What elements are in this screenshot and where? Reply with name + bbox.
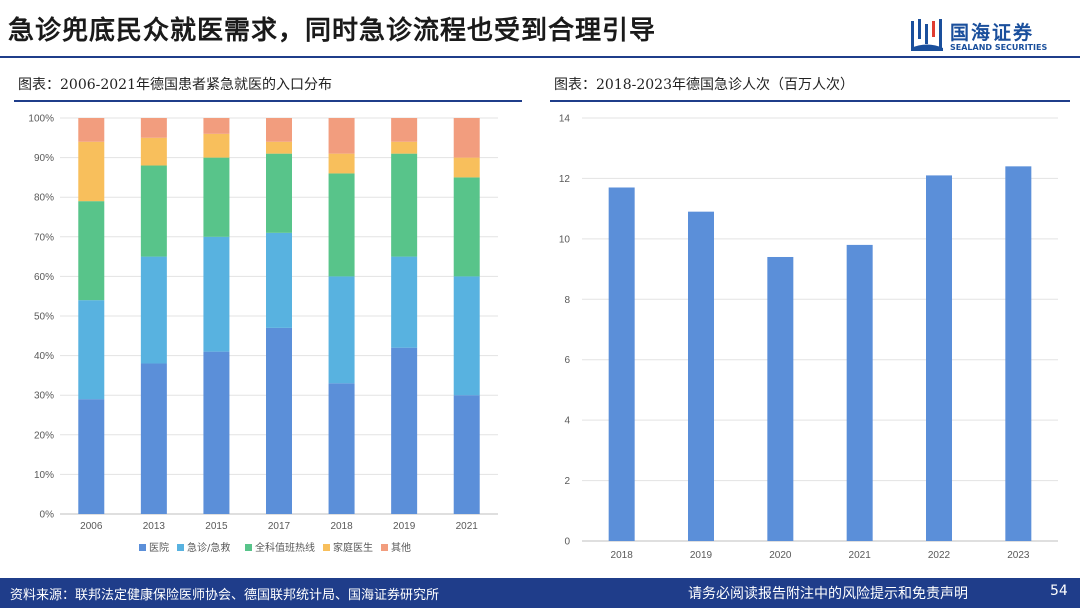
bar-segment [140, 165, 167, 257]
y-tick-label: 14 [559, 114, 571, 125]
legend-label: 全科值班热线 [255, 541, 315, 554]
bar-segment [203, 236, 230, 352]
bar-segment [453, 276, 480, 396]
bar-segment [78, 399, 105, 514]
legend-label: 家庭医生 [333, 541, 373, 554]
bar-segment [140, 137, 167, 166]
bar [926, 175, 952, 541]
footer-source: 资料来源：联邦法定健康保险医师协会、德国联邦统计局、国海证券研究所 [10, 588, 440, 603]
right-chart-title: 图表：2018-2023年德国急诊人次（百万人次） [554, 77, 854, 93]
right-chart-divider [550, 100, 1070, 102]
bar-segment [78, 201, 105, 301]
y-tick-label: 20% [34, 430, 54, 441]
x-tick-label: 2015 [205, 521, 228, 532]
bar-segment [78, 141, 105, 202]
bar-segment [453, 157, 480, 178]
x-tick-label: 2013 [143, 521, 166, 532]
y-tick-label: 6 [564, 355, 570, 366]
bar [846, 244, 873, 541]
bar-segment [203, 133, 230, 158]
bar-segment [453, 177, 480, 277]
y-tick-label: 0% [40, 510, 55, 521]
x-tick-label: 2022 [928, 550, 951, 561]
bar [1005, 166, 1032, 541]
y-tick-label: 70% [34, 232, 54, 243]
bar-segment [391, 118, 418, 142]
y-tick-label: 90% [34, 153, 54, 164]
bar-segment [140, 118, 167, 138]
page-number: 54 [1050, 583, 1068, 599]
legend-swatch [323, 544, 330, 551]
bar-segment [453, 395, 480, 514]
stacked-bar-chart: 0% 10% 20% 30% 40% 50% 60% 70% 80% 90% 100% 2006 201… [28, 114, 498, 554]
bar-segment [140, 363, 167, 514]
left-chart-divider [14, 100, 522, 102]
x-tick-label: 2021 [849, 550, 872, 561]
bar-chart: 0 2 4 6 8 10 12 14 2018 2019 2020 2021 2022 2023 [559, 114, 1058, 561]
legend-swatch [381, 544, 388, 551]
x-tick-label: 2018 [330, 521, 353, 532]
x-tick-label: 2021 [456, 521, 479, 532]
y-tick-label: 40% [34, 351, 54, 362]
bar-segment [328, 153, 355, 174]
bar-segment [391, 347, 418, 514]
x-tick-label: 2018 [611, 550, 634, 561]
bar-segment [266, 118, 292, 142]
bar-segment [78, 300, 105, 400]
y-tick-label: 50% [34, 312, 54, 323]
logo-chinese-name: 国海证券 [950, 22, 1035, 44]
x-tick-label: 2019 [690, 550, 713, 561]
legend-label: 其他 [391, 541, 411, 554]
bar-segment [203, 351, 230, 514]
bar-segment [391, 153, 418, 257]
logo-english-name: SEALAND SECURITIES [950, 43, 1048, 52]
bar-segment [78, 118, 105, 142]
bar-segment [328, 118, 355, 154]
y-tick-label: 0 [564, 537, 570, 548]
bar-segment [328, 383, 355, 514]
bar-segment [266, 327, 292, 514]
left-chart-title: 图表：2006-2021年德国患者紧急就医的入口分布 [18, 77, 332, 93]
legend-label: 医院 [149, 541, 169, 554]
y-tick-label: 2 [564, 476, 570, 487]
x-tick-label: 2023 [1007, 550, 1030, 561]
company-logo: 国海证券 SEALAND SECURITIES [910, 16, 1070, 56]
x-tick-label: 2006 [80, 521, 103, 532]
bar-segment [266, 232, 292, 328]
bar-segment [328, 276, 355, 384]
slide-title: 急诊兜底民众就医需求，同时急诊流程也受到合理引导 [8, 16, 657, 46]
bar-segment [203, 118, 230, 134]
bar-segment [328, 173, 355, 277]
bar [608, 187, 635, 541]
y-tick-label: 4 [564, 416, 570, 427]
bar-segment [391, 256, 418, 348]
y-tick-label: 60% [34, 272, 54, 283]
footer-disclaimer: 请务必阅读报告附注中的风险提示和免责声明 [688, 586, 968, 602]
title-divider [0, 56, 1080, 58]
y-tick-label: 100% [28, 114, 54, 125]
y-tick-label: 30% [34, 391, 54, 402]
legend-swatch [177, 544, 184, 551]
sealand-logo-icon [911, 19, 943, 51]
legend-swatch [245, 544, 252, 551]
bar-segment [203, 157, 230, 237]
legend-swatch [139, 544, 146, 551]
y-tick-label: 12 [559, 174, 571, 185]
bar-segment [453, 118, 480, 158]
bar-segment [266, 141, 292, 154]
bar-segment [140, 256, 167, 364]
y-tick-label: 80% [34, 193, 54, 204]
bar [688, 211, 714, 541]
y-tick-label: 10% [34, 470, 54, 481]
bar [767, 256, 794, 541]
x-tick-label: 2017 [268, 521, 291, 532]
y-tick-label: 10 [559, 234, 571, 245]
footer-bar: 资料来源：联邦法定健康保险医师协会、德国联邦统计局、国海证券研究所 请务必阅读报… [0, 578, 1080, 608]
x-tick-label: 2020 [769, 550, 792, 561]
bar-segment [391, 141, 418, 154]
y-tick-label: 8 [564, 295, 570, 306]
bar-segment [266, 153, 292, 233]
x-tick-label: 2019 [393, 521, 416, 532]
legend-label: 急诊/急救 [187, 541, 230, 554]
